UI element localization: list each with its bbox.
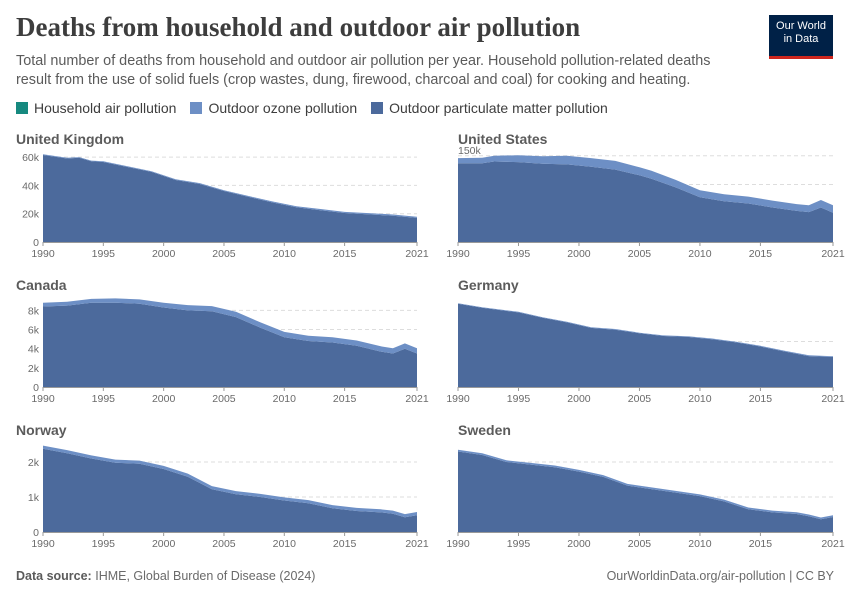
x-tick-label: 1990 [31,538,55,550]
chart-subtitle: Total number of deaths from household an… [16,53,711,88]
panel-title: Germany [458,277,519,293]
area-outdoor-ozone-pollution [43,445,417,518]
panel-canada: Canada 0 2k 4k 6k 8k 1990 1995 2000 2005 2010 2015 2… [16,277,429,405]
x-tick-label: 2010 [273,393,297,405]
y-tick-label: 40k [22,180,40,192]
x-tick-label: 2015 [749,393,773,405]
x-tick-label: 2005 [628,393,652,405]
x-tick-label: 2021 [821,538,845,550]
x-tick-label: 2021 [405,538,429,550]
x-tick-label: 2005 [628,538,652,550]
panel-germany: Germany050k1990199520002005201020152021 [446,277,845,405]
x-tick-label: 1995 [92,538,116,550]
legend-label-particulate: Outdoor particulate matter pollution [389,100,608,116]
source-text: IHME, Global Burden of Disease (2024) [95,569,316,583]
x-tick-label: 2005 [212,538,236,550]
chart-title: Deaths from household and outdoor air po… [16,12,581,42]
owid-logo[interactable]: Our World in Data [769,15,833,59]
legend-item-particulate[interactable]: Outdoor particulate matter pollution [371,100,608,116]
x-tick-label: 2000 [152,248,176,260]
panel-title: Sweden [458,422,511,438]
x-tick-label: 2005 [212,248,236,260]
x-tick-label: 2010 [688,538,712,550]
legend-swatch-household [16,102,28,114]
x-tick-label: 2015 [749,538,773,550]
x-tick-label: 2021 [405,393,429,405]
x-tick-label: 2021 [405,248,429,260]
logo-line-2: in Data [783,32,819,45]
x-tick-label: 2010 [688,393,712,405]
y-tick-label: 20k [22,209,40,221]
y-tick-label: 6k [28,325,40,337]
footer-url[interactable]: OurWorldinData.org/air-pollution | CC BY [606,569,834,583]
x-tick-label: 2010 [273,248,297,260]
x-tick-label: 1995 [92,248,116,260]
panel-sweden: Sweden02k4k1990199520002005201020152021 [446,422,845,550]
panel-united-kingdom: United Kingdom 0 20k 40k 60k 1990 1995 2000 2005… [16,131,429,260]
y-tick-label: 0 [33,237,39,249]
x-tick-label: 2000 [567,538,591,550]
y-tick-label: 4k [28,344,40,356]
legend: Household air pollution Outdoor ozone po… [16,100,608,116]
y-tick-label: 2k [28,457,40,469]
x-tick-label: 2010 [273,538,297,550]
x-tick-label: 2015 [333,248,357,260]
logo-line-1: Our World [776,20,826,32]
x-tick-label: 2000 [152,538,176,550]
panel-title: Canada [16,277,67,293]
x-tick-label: 2000 [567,393,591,405]
x-tick-label: 1990 [31,393,55,405]
y-tick-label: 0 [33,382,39,394]
source-label: Data source: [16,569,92,583]
panel-norway: Norway 0 1k 2k 1990 1995 2000 2005 2010 2015 2021 [16,422,429,550]
y-tick-label: 1k [28,492,40,504]
legend-label-ozone: Outdoor ozone pollution [208,100,358,116]
x-tick-label: 2015 [749,248,773,260]
area-outdoor-particulate-matter-pollution [458,451,833,532]
x-tick-label: 1995 [507,538,531,550]
x-tick-label: 1995 [507,248,531,260]
legend-swatch-particulate [371,102,384,114]
x-tick-label: 1990 [31,248,55,260]
y-tick-label: 8k [28,305,40,317]
x-tick-label: 2015 [333,393,357,405]
area-outdoor-ozone-pollution [458,155,833,213]
area-outdoor-particulate-matter-pollution [458,303,833,387]
panel-title: United States [458,131,548,147]
area-outdoor-particulate-matter-pollution [458,161,833,242]
area-outdoor-ozone-pollution [458,449,833,520]
area-outdoor-particulate-matter-pollution [43,448,417,532]
area-outdoor-ozone-pollution [43,298,417,354]
y-tick-label: 150k [458,145,482,157]
x-tick-label: 2010 [688,248,712,260]
panel-title: Norway [16,422,67,438]
x-tick-label: 2000 [567,248,591,260]
y-tick-label: 2k [28,363,40,375]
x-tick-label: 2021 [821,248,845,260]
panel-united-states: United States050k100k150k199019952000200… [446,131,845,260]
area-outdoor-particulate-matter-pollution [43,302,417,387]
x-tick-label: 1995 [507,393,531,405]
x-tick-label: 1990 [446,538,470,550]
y-tick-label: 0 [33,527,39,539]
x-tick-label: 2000 [152,393,176,405]
y-tick-label: 60k [22,152,40,164]
legend-swatch-ozone [190,102,203,114]
panel-title: United Kingdom [16,131,124,147]
legend-item-ozone[interactable]: Outdoor ozone pollution [190,100,357,116]
legend-label-household: Household air pollution [34,100,177,116]
x-tick-label: 2005 [212,393,236,405]
x-tick-label: 1990 [446,393,470,405]
x-tick-label: 2005 [628,248,652,260]
x-tick-label: 2021 [821,393,845,405]
x-tick-label: 2015 [333,538,357,550]
area-outdoor-particulate-matter-pollution [43,155,417,242]
footer-source: Data source: IHME, Global Burden of Dise… [16,569,315,583]
legend-item-household[interactable]: Household air pollution [16,100,176,116]
x-tick-label: 1995 [92,393,116,405]
x-tick-label: 1990 [446,248,470,260]
